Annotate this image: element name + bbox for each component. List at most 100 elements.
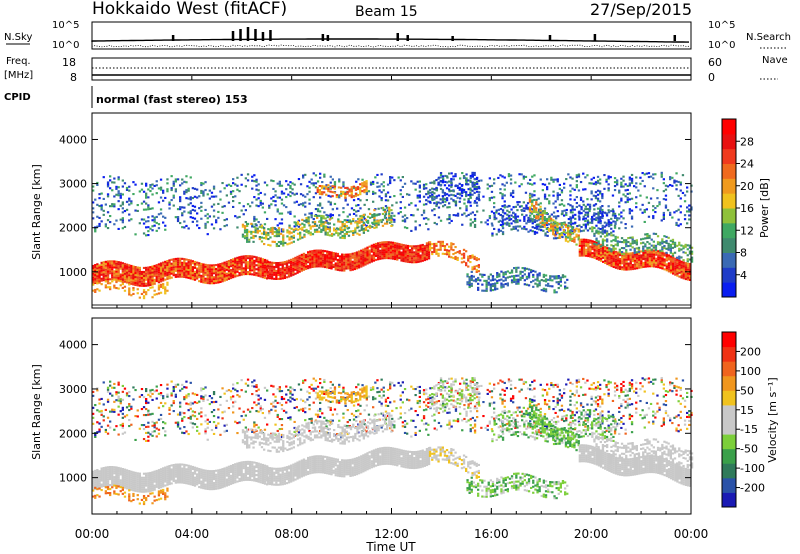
power-cell	[439, 244, 442, 247]
power-cell	[659, 252, 662, 255]
power-cell	[416, 208, 419, 211]
nsky-spike-12	[548, 35, 552, 41]
power-cell	[502, 279, 505, 282]
power-cell	[488, 197, 491, 200]
power-cell	[599, 235, 602, 238]
power-cell	[667, 270, 671, 273]
power-cell	[578, 244, 581, 247]
power-cell	[377, 246, 380, 249]
power-cell	[159, 276, 163, 279]
power-cell	[493, 218, 496, 221]
power-cell	[377, 252, 380, 255]
power-cell	[452, 243, 455, 246]
power-cell	[554, 206, 557, 209]
power-cell	[422, 203, 426, 206]
power-cell	[469, 180, 472, 183]
power-cell	[232, 196, 235, 199]
power-cell	[92, 264, 95, 267]
power-cell	[590, 182, 593, 185]
velocity-cell	[98, 484, 101, 487]
power-cell	[193, 205, 197, 208]
power-cell	[147, 280, 150, 283]
power-cell	[431, 193, 434, 196]
power-cell	[341, 265, 344, 268]
power-cell	[660, 171, 663, 174]
power-cell	[281, 267, 284, 270]
power-cell	[337, 234, 340, 237]
power-cell	[456, 256, 459, 259]
power-cell	[501, 233, 505, 236]
power-cell	[665, 251, 668, 254]
power-cell	[614, 222, 617, 225]
power-cell	[253, 261, 256, 264]
power-cell	[573, 188, 576, 191]
power-cell	[441, 252, 444, 255]
power-cell	[604, 259, 607, 262]
power-cell	[575, 174, 578, 177]
power-cell	[308, 198, 311, 201]
power-cell	[641, 211, 644, 214]
power-cell	[106, 274, 110, 277]
power-cell	[481, 273, 484, 276]
power-cell	[414, 228, 417, 231]
power-cell	[266, 274, 269, 277]
power-cell	[242, 273, 245, 276]
power-cell	[571, 228, 574, 231]
power-cell	[614, 243, 617, 246]
power-cell	[130, 200, 133, 203]
power-cell	[530, 210, 534, 213]
power-cell	[336, 260, 339, 263]
power-cell	[370, 248, 373, 251]
power-cell	[655, 261, 658, 264]
power-cell	[164, 286, 167, 289]
power-cell	[388, 206, 391, 209]
power-cell	[292, 259, 295, 262]
power-cell	[514, 219, 517, 222]
power-cell	[302, 258, 306, 261]
power-cell	[157, 288, 161, 291]
power-cell	[586, 229, 590, 232]
power-cell	[253, 255, 256, 258]
power-cell	[450, 184, 453, 187]
power-cell	[394, 258, 397, 261]
power-cell	[204, 269, 207, 272]
power-cell	[652, 251, 656, 254]
power-cell	[473, 255, 476, 258]
power-cell	[281, 263, 284, 266]
power-cell	[428, 243, 432, 246]
power-cbar-swatch-8	[722, 163, 736, 179]
power-cell	[650, 257, 654, 260]
power-cell	[113, 195, 116, 198]
power-cell	[193, 270, 197, 273]
power-cell	[109, 270, 112, 273]
power-cell	[98, 281, 101, 284]
power-cell	[597, 232, 600, 235]
power-cell	[189, 196, 192, 199]
power-cell	[519, 272, 522, 275]
power-cell	[386, 220, 389, 223]
power-cell	[546, 178, 549, 181]
cpid-label: CPID	[4, 92, 31, 103]
power-cell	[462, 177, 466, 180]
power-cell	[206, 276, 209, 279]
power-cell	[396, 254, 399, 257]
power-cell	[360, 220, 363, 223]
power-cell	[372, 247, 376, 250]
power-cell	[543, 218, 546, 221]
power-cell	[582, 248, 586, 251]
power-cell	[229, 190, 233, 193]
power-cell	[191, 274, 194, 277]
power-cell	[185, 272, 188, 275]
velocity-cell	[92, 480, 95, 483]
power-cell	[196, 269, 199, 272]
power-cell	[268, 263, 272, 266]
power-cell	[452, 199, 455, 202]
power-cell	[577, 175, 581, 178]
power-cell	[597, 248, 601, 251]
power-cell	[433, 221, 436, 224]
power-cell	[225, 264, 228, 267]
power-cell	[299, 237, 302, 240]
power-cell	[681, 191, 685, 194]
power-cell	[162, 271, 165, 274]
power-cell	[181, 271, 184, 274]
